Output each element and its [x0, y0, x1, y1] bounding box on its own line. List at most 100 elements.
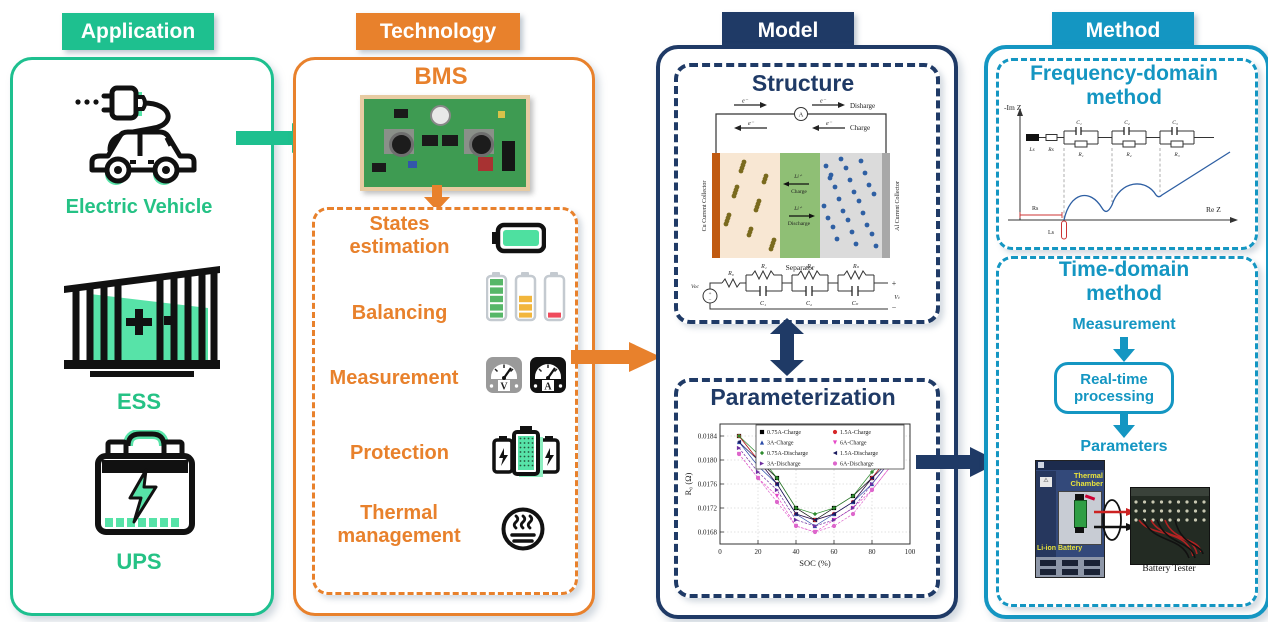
- al-collector-strip: [882, 153, 890, 258]
- c1-label: C₁: [760, 301, 766, 307]
- battery-balancing-icon: [486, 272, 566, 322]
- discharge-label: Disharge: [850, 102, 875, 110]
- technology-header: Technology: [356, 13, 520, 50]
- thermal-chamber-photo: ⚠ Thermal Chamber Li-ion Battery: [1035, 460, 1105, 578]
- model-header: Model: [722, 12, 854, 49]
- parameterization-box: [674, 378, 940, 598]
- electron-label: e⁻: [820, 99, 827, 105]
- ls-marker-label: Ls: [1048, 230, 1055, 236]
- c2-label: C₂: [1124, 120, 1130, 126]
- ls-circuit-label: Ls: [1028, 147, 1034, 153]
- rc-block-3: C₃ R₃: [1159, 120, 1214, 158]
- terminal-minus: −: [892, 304, 897, 312]
- svg-text:60: 60: [831, 548, 839, 556]
- svg-text:0.75A-Discharge: 0.75A-Discharge: [767, 451, 808, 457]
- svg-text:3A-Charge: 3A-Charge: [767, 441, 794, 447]
- pcb-connector: [502, 141, 515, 171]
- amp-letter: A: [544, 382, 552, 393]
- svg-text:0.0176: 0.0176: [698, 480, 718, 488]
- svg-text:0.0180: 0.0180: [698, 456, 718, 464]
- cathode-particles: [821, 156, 879, 249]
- anode-particles: [723, 159, 777, 252]
- time-domain-title: Time-domain method: [1058, 258, 1190, 306]
- im-axis-label: -Im Z: [1004, 103, 1022, 112]
- rc-block-1: C₁ R₁: [1063, 120, 1112, 158]
- cathode-region: [820, 153, 882, 258]
- pcb-chip: [394, 109, 408, 118]
- pcb-chip: [478, 157, 493, 171]
- li-ion-label: Li⁺: [793, 206, 803, 212]
- bms-board-photo: [360, 95, 530, 191]
- chamber-indicator: [1038, 462, 1044, 468]
- separator-label: Separator: [786, 263, 815, 272]
- application-item-label: UPS: [116, 549, 162, 574]
- method-header-label: Method: [1085, 18, 1161, 42]
- technology-header-label: Technology: [379, 19, 497, 43]
- parameters-step-label: Parameters: [1080, 438, 1168, 455]
- svg-text:20: 20: [755, 548, 763, 556]
- battery-pack-icon: [492, 426, 560, 477]
- svg-text:0.0168: 0.0168: [698, 528, 718, 536]
- re-axis-label: Re Z: [1206, 205, 1221, 214]
- vt-label: Vₜ: [894, 295, 900, 301]
- pcb-chip: [442, 135, 458, 146]
- application-header: Application: [62, 13, 214, 50]
- svg-text:6A-Discharge: 6A-Discharge: [840, 462, 874, 468]
- frequency-domain-title: Frequency-domain method: [1030, 62, 1218, 110]
- pcb-chip: [422, 135, 438, 146]
- battery-pack-dots: [519, 437, 534, 467]
- model-to-method-arrow: [916, 447, 1000, 477]
- electron-label: e⁻: [748, 121, 755, 127]
- ammeter-label: A: [799, 112, 804, 119]
- structure-title: Structure: [751, 70, 855, 96]
- rn-label: Rₙ: [852, 264, 860, 270]
- svg-text:1.5A-Discharge: 1.5A-Discharge: [840, 451, 878, 457]
- al-collector-label: Al Current Collector: [895, 181, 901, 231]
- application-header-label: Application: [80, 19, 196, 43]
- real-time-processing-label: Real-time processing: [1073, 370, 1155, 405]
- function-label: States estimation: [349, 213, 450, 258]
- technology-to-model-arrow: [571, 342, 661, 372]
- anode-region: [720, 153, 780, 258]
- parameterization-title: Parameterization: [710, 384, 896, 410]
- r1-label: R₁: [1077, 152, 1083, 158]
- voc-label: Voc: [691, 284, 700, 290]
- r2-label: R₂: [806, 264, 813, 270]
- li-ion-label: Li⁺: [793, 174, 803, 180]
- real-time-processing-box: Real-time processing: [1054, 362, 1174, 414]
- electron-label: e⁻: [742, 99, 749, 105]
- time-flow-arrow: [1113, 413, 1135, 438]
- r0-soc-chart: 0.0168 0.0172 0.0176 0.0180 0.0184 0 20 40 60 80 1…: [683, 423, 916, 568]
- battery-tester-caption: Battery Tester: [1142, 564, 1196, 574]
- vent: [1040, 560, 1056, 566]
- svg-text:6A-Charge: 6A-Charge: [840, 441, 867, 447]
- source-plus: +: [709, 292, 712, 297]
- svg-text:0.0172: 0.0172: [698, 504, 718, 512]
- function-label: Thermal management: [337, 502, 461, 547]
- voltmeter-icon: V: [486, 357, 522, 393]
- time-flow-arrow: [1113, 337, 1135, 362]
- rs-circuit-label: Rs: [1047, 147, 1054, 153]
- ups-battery-icon: [95, 430, 195, 535]
- structure-parameterization-arrow: [770, 318, 804, 376]
- ess-container-icon: [64, 266, 220, 377]
- frequency-domain-box: [996, 58, 1258, 250]
- r0-label: R₀: [727, 271, 734, 277]
- c1-label: C₁: [1076, 120, 1082, 126]
- ammeter-icon: A: [530, 357, 566, 393]
- vent: [1040, 569, 1056, 575]
- r1-label: R₁: [760, 264, 767, 270]
- battery-soc-icon: [492, 222, 546, 254]
- vent: [1084, 560, 1100, 566]
- charge-label: Charge: [850, 124, 870, 132]
- svg-text:100: 100: [905, 548, 916, 556]
- pcb-toroid: [389, 132, 414, 157]
- volt-letter: V: [500, 382, 508, 393]
- cu-collector-label: Cu Current Collector: [702, 181, 708, 232]
- vent: [1062, 569, 1078, 575]
- vent: [1084, 569, 1100, 575]
- rs-marker-label: Rs: [1032, 206, 1039, 212]
- measurement-step-label: Measurement: [1072, 316, 1176, 333]
- pcb-chip: [372, 163, 386, 172]
